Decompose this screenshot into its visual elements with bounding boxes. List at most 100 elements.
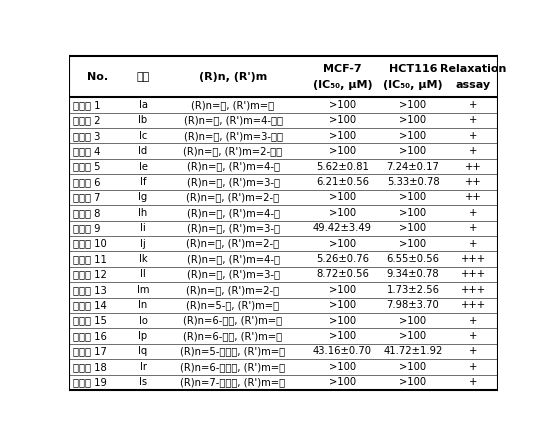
Text: >100: >100 (329, 331, 356, 341)
Text: ++: ++ (465, 192, 482, 202)
Text: 实施例 7: 实施例 7 (72, 192, 100, 202)
Text: Ia: Ia (139, 100, 148, 110)
Text: 实施例 14: 实施例 14 (72, 300, 106, 310)
Text: Ip: Ip (138, 331, 148, 341)
Text: 实施例 6: 实施例 6 (72, 177, 100, 187)
Text: >100: >100 (399, 100, 426, 110)
Text: Ir: Ir (139, 362, 147, 372)
Text: 实施例 1: 实施例 1 (72, 100, 100, 110)
Text: >100: >100 (329, 285, 356, 295)
Text: 9.34±0.78: 9.34±0.78 (387, 270, 440, 279)
Text: >100: >100 (329, 300, 356, 310)
Text: +: + (469, 146, 477, 156)
Text: (R)n=氢, (R')m=4-溃: (R)n=氢, (R')m=4-溃 (186, 208, 280, 218)
Text: +: + (469, 377, 477, 387)
Text: ++: ++ (465, 162, 482, 171)
Text: 实施例 10: 实施例 10 (72, 239, 106, 249)
Text: >100: >100 (399, 208, 426, 218)
Text: 41.72±1.92: 41.72±1.92 (383, 347, 443, 356)
Text: Ic: Ic (139, 131, 147, 141)
Text: 7.98±3.70: 7.98±3.70 (387, 300, 440, 310)
Text: (IC₅₀, μM): (IC₅₀, μM) (312, 80, 372, 90)
Text: (R)n=氢, (R')m=2-溃: (R)n=氢, (R')m=2-溃 (186, 239, 280, 249)
Text: 实施例 19: 实施例 19 (72, 377, 106, 387)
Text: +++: +++ (461, 285, 486, 295)
Text: 49.42±3.49: 49.42±3.49 (313, 223, 372, 233)
Text: Ib: Ib (138, 115, 148, 126)
Text: >100: >100 (399, 331, 426, 341)
Text: (R)n, (R')m: (R)n, (R')m (199, 72, 267, 82)
Text: +: + (469, 115, 477, 126)
Text: Ig: Ig (138, 192, 148, 202)
Text: (R)n=氢, (R')m=3-甲基: (R)n=氢, (R')m=3-甲基 (184, 131, 283, 141)
Text: +++: +++ (461, 254, 486, 264)
Text: +: + (469, 239, 477, 249)
Text: 实施例 18: 实施例 18 (72, 362, 106, 372)
Text: >100: >100 (329, 192, 356, 202)
Text: (R)n=5-氟, (R')m=氢: (R)n=5-氟, (R')m=氢 (186, 300, 280, 310)
Text: Ih: Ih (138, 208, 148, 218)
Text: +++: +++ (461, 300, 486, 310)
Text: (R)n=5-乙酰基, (R')m=氢: (R)n=5-乙酰基, (R')m=氢 (180, 347, 285, 356)
Text: >100: >100 (329, 100, 356, 110)
Text: Im: Im (137, 285, 149, 295)
Text: Iq: Iq (138, 347, 148, 356)
Text: >100: >100 (399, 239, 426, 249)
Text: (R)n=7-甲氧基, (R')m=氢: (R)n=7-甲氧基, (R')m=氢 (180, 377, 285, 387)
Text: 5.33±0.78: 5.33±0.78 (387, 177, 440, 187)
Text: HCT116: HCT116 (389, 65, 437, 74)
Text: >100: >100 (399, 377, 426, 387)
Text: 7.24±0.17: 7.24±0.17 (387, 162, 440, 171)
Text: +: + (469, 131, 477, 141)
Text: 实施例 16: 实施例 16 (72, 331, 106, 341)
Text: Relaxation: Relaxation (440, 65, 506, 74)
Text: 实施例 5: 实施例 5 (72, 162, 100, 171)
Text: 43.16±0.70: 43.16±0.70 (313, 347, 372, 356)
Text: +: + (469, 362, 477, 372)
Text: (R)n=氢, (R')m=3-氟: (R)n=氢, (R')m=3-氟 (186, 270, 280, 279)
Text: Ik: Ik (139, 254, 147, 264)
Text: 实施例 11: 实施例 11 (72, 254, 106, 264)
Text: 1.73±2.56: 1.73±2.56 (387, 285, 440, 295)
Text: +++: +++ (461, 270, 486, 279)
Text: 实施例 4: 实施例 4 (72, 146, 100, 156)
Text: 实施例 12: 实施例 12 (72, 270, 106, 279)
Text: +: + (469, 316, 477, 326)
Text: >100: >100 (399, 115, 426, 126)
Text: >100: >100 (399, 192, 426, 202)
Text: >100: >100 (399, 146, 426, 156)
Text: No.: No. (87, 72, 108, 82)
Text: (R)n=氢, (R')m=4-氯: (R)n=氢, (R')m=4-氯 (186, 162, 280, 171)
Text: (R)n=6-甲氧基, (R')m=氢: (R)n=6-甲氧基, (R')m=氢 (180, 362, 285, 372)
Text: >100: >100 (329, 362, 356, 372)
Text: Il: Il (140, 270, 146, 279)
Text: In: In (138, 300, 148, 310)
Text: 6.21±0.56: 6.21±0.56 (316, 177, 369, 187)
Text: 6.55±0.56: 6.55±0.56 (387, 254, 440, 264)
Text: 实施例 3: 实施例 3 (72, 131, 100, 141)
Text: ++: ++ (465, 177, 482, 187)
Text: >100: >100 (399, 316, 426, 326)
Text: >100: >100 (329, 131, 356, 141)
Text: >100: >100 (399, 362, 426, 372)
Text: >100: >100 (329, 208, 356, 218)
Text: (R)n=6-氟基, (R')m=氢: (R)n=6-氟基, (R')m=氢 (184, 331, 283, 341)
Text: (R)n=氢, (R')m=4-甲基: (R)n=氢, (R')m=4-甲基 (184, 115, 283, 126)
Text: >100: >100 (329, 239, 356, 249)
Text: (R)n=氢, (R')m=氢: (R)n=氢, (R')m=氢 (191, 100, 275, 110)
Text: 实施例 8: 实施例 8 (72, 208, 100, 218)
Text: If: If (140, 177, 147, 187)
Text: +: + (469, 100, 477, 110)
Text: 实施例 13: 实施例 13 (72, 285, 106, 295)
Text: >100: >100 (329, 316, 356, 326)
Text: >100: >100 (399, 131, 426, 141)
Text: +: + (469, 331, 477, 341)
Text: Ii: Ii (140, 223, 146, 233)
Text: Id: Id (138, 146, 148, 156)
Text: 实施例 2: 实施例 2 (72, 115, 100, 126)
Text: (R)n=氢, (R')m=3-氯: (R)n=氢, (R')m=3-氯 (186, 177, 280, 187)
Text: +: + (469, 208, 477, 218)
Text: 编号: 编号 (137, 72, 150, 82)
Text: (R)n=氢, (R')m=4-氟: (R)n=氢, (R')m=4-氟 (186, 254, 280, 264)
Text: +: + (469, 347, 477, 356)
